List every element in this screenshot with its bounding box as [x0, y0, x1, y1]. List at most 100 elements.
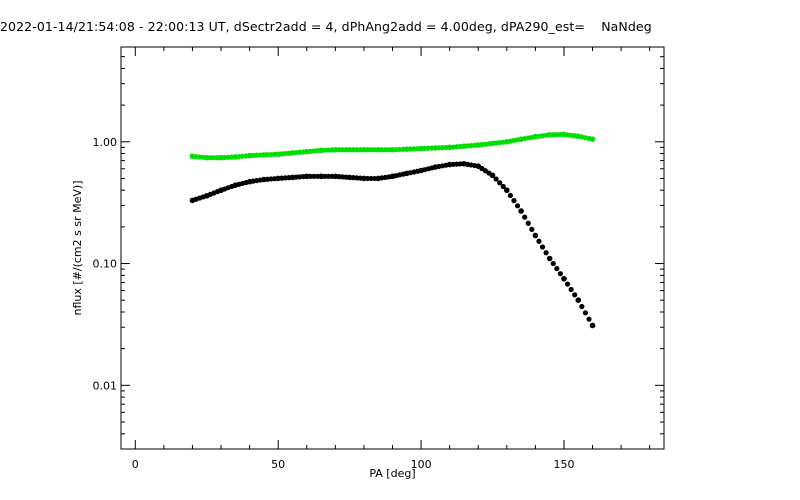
series-1-point	[518, 208, 524, 214]
x-axis-label: PA [deg]	[369, 467, 415, 480]
series-0-point	[346, 146, 353, 153]
series-0-point	[275, 151, 281, 158]
series-1-dot	[539, 244, 546, 250]
series-0	[189, 131, 596, 161]
series-0-point	[403, 146, 410, 152]
series-0-point	[303, 148, 310, 155]
series-1-dot	[586, 316, 592, 322]
series-1-dot	[550, 260, 556, 267]
series-layer	[189, 131, 596, 329]
series-1-dot	[311, 173, 317, 179]
series-1-dot	[368, 175, 374, 182]
series-0-point	[218, 154, 224, 161]
series-1-point	[432, 164, 439, 170]
series-0-point	[232, 154, 239, 160]
series-0-dot	[211, 155, 217, 161]
series-1-dot	[493, 176, 499, 182]
x-tick-label: 100	[411, 458, 432, 471]
series-1-point	[561, 275, 567, 282]
series-1-point	[375, 175, 382, 182]
series-1-point	[489, 172, 496, 179]
series-1-point	[589, 322, 596, 329]
series-1-dot	[557, 271, 564, 277]
series-1-point	[275, 175, 281, 182]
chart-title: 2022-01-14/21:54:08 - 22:00:13 UT, dSect…	[0, 19, 652, 34]
series-1-point	[389, 173, 396, 180]
series-0-point	[489, 140, 496, 147]
series-1-point	[504, 187, 510, 194]
series-1-point	[189, 197, 196, 204]
series-0-point	[318, 147, 324, 154]
x-tick-label: 50	[271, 458, 285, 471]
series-1-dot	[497, 180, 503, 186]
y-tick-label: 0.10	[93, 258, 118, 271]
series-1-dot	[514, 203, 521, 209]
series-1	[189, 160, 596, 329]
tick-labels: 0 50 100 150 0.01 0.10 1.00	[93, 136, 575, 471]
series-0-point	[532, 133, 539, 140]
series-0-point	[332, 146, 339, 153]
series-0-dot	[368, 147, 374, 153]
series-1-dot	[564, 281, 571, 287]
series-0-point	[432, 145, 439, 151]
series-1-dot	[536, 238, 542, 244]
series-1-point	[246, 178, 253, 185]
series-1-point	[303, 173, 310, 180]
series-0-point	[589, 136, 596, 142]
series-1-point	[532, 232, 539, 239]
plot-border	[120, 46, 665, 450]
series-0-point	[504, 138, 510, 145]
series-1-point	[332, 173, 339, 180]
series-0-point	[461, 143, 467, 149]
series-1-dot	[572, 292, 578, 298]
series-1-point	[203, 192, 210, 199]
series-1-dot	[579, 303, 585, 310]
series-1-dot	[525, 220, 531, 226]
series-1-dot	[500, 183, 506, 190]
series-0-point	[518, 136, 524, 142]
series-1-point	[546, 255, 553, 262]
series-1-dot	[511, 198, 517, 204]
y-tick-label: 0.01	[93, 379, 118, 392]
series-1-point	[289, 174, 296, 181]
series-0-point	[289, 150, 296, 156]
series-0-point	[246, 152, 253, 159]
series-1-dot	[543, 250, 549, 256]
series-1-point	[218, 187, 224, 194]
axis-ticks	[121, 46, 664, 450]
series-0-dot	[339, 147, 346, 153]
series-1-dot	[522, 214, 528, 220]
series-1-point	[575, 297, 582, 304]
series-1-dot	[554, 266, 560, 272]
series-0-point	[575, 133, 582, 140]
series-0-dot	[354, 147, 360, 153]
series-0-point	[546, 132, 553, 138]
x-tick-label: 150	[553, 458, 574, 471]
series-1-dot	[582, 310, 589, 316]
series-1-dot	[529, 226, 535, 232]
series-0-dot	[382, 147, 388, 153]
series-0-point	[418, 145, 424, 152]
series-1-point	[261, 176, 267, 183]
series-1-dot	[568, 286, 574, 293]
series-1-point	[403, 170, 410, 177]
series-1-point	[446, 161, 453, 168]
series-1-dot	[325, 173, 331, 179]
series-1-point	[232, 182, 239, 188]
x-tick-label: 0	[132, 458, 139, 471]
y-axis-label: nflux [#/(cm2 s sr MeV)]	[71, 181, 84, 316]
series-1-dot	[507, 192, 513, 199]
series-0-point	[261, 152, 267, 158]
series-0-point	[203, 154, 210, 161]
series-1-point	[346, 174, 353, 181]
y-tick-label: 1.00	[93, 136, 118, 149]
series-1-point	[361, 175, 367, 182]
series-0-point	[189, 153, 196, 160]
series-1-point	[418, 167, 424, 174]
series-1-point	[461, 160, 467, 167]
series-1-point	[475, 163, 482, 169]
series-0-point	[475, 142, 482, 148]
series-0-point	[389, 146, 396, 153]
series-0-point	[375, 146, 382, 153]
